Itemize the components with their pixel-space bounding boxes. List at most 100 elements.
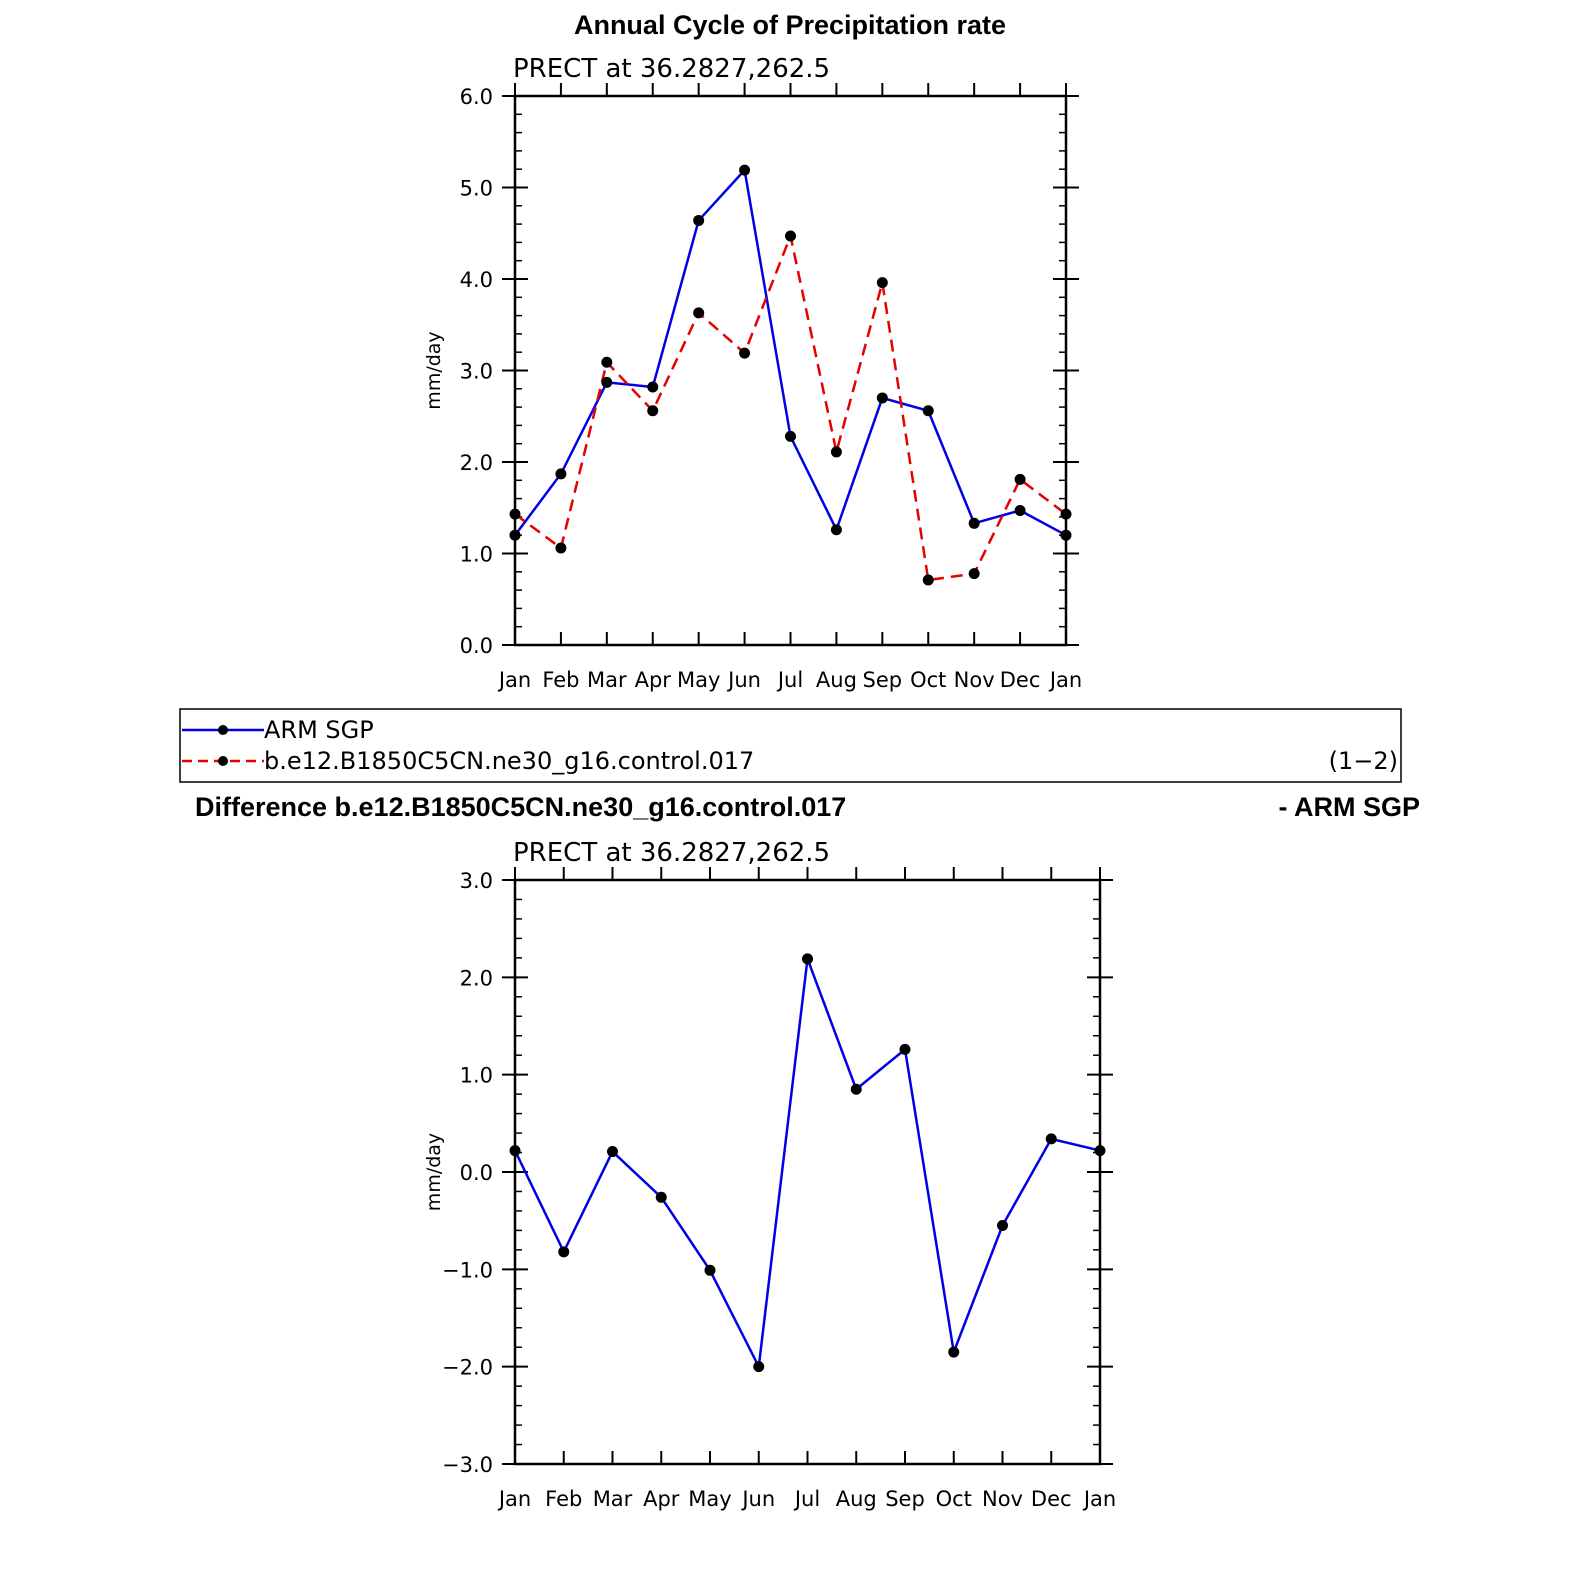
series-1-point (785, 230, 796, 242)
series-0-point (555, 468, 567, 480)
x-tick-label: May (677, 668, 720, 692)
series-0-point (655, 1191, 667, 1203)
x-tick-label: Mar (587, 668, 627, 692)
series-0-point (601, 376, 613, 388)
series-1-point (922, 574, 934, 586)
series-1-point (693, 307, 705, 319)
x-tick-label: Jun (726, 668, 761, 692)
y-tick-label: 1.0 (460, 543, 493, 567)
series-0-point (704, 1264, 716, 1276)
series-0-point (558, 1246, 570, 1258)
x-tick-label: Nov (982, 1487, 1023, 1511)
series-0-point (1045, 1133, 1057, 1145)
series-1-point (739, 347, 751, 359)
series-1-point (1060, 508, 1072, 520)
series-0-point (899, 1043, 911, 1055)
y-tick-label: 0.0 (460, 1161, 493, 1185)
series-0-point (1060, 529, 1072, 541)
legend-marker-arm (218, 725, 228, 735)
series-line-0 (513, 958, 1101, 1371)
legend-note: (1−2) (1329, 747, 1398, 775)
series-0-point (922, 405, 934, 417)
chart-subtitle: PRECT at 36.2827,262.5 (513, 838, 830, 868)
series-0-point (968, 517, 980, 529)
series-1-point (601, 356, 613, 368)
legend-label-model: b.e12.B1850C5CN.ne30_g16.control.017 (264, 747, 754, 775)
x-tick-label: Jan (1082, 1487, 1116, 1511)
y-axis-label: mm/day (423, 331, 445, 409)
series-0-point (997, 1220, 1008, 1232)
legend-label-arm: ARM SGP (264, 716, 374, 744)
x-tick-label: Sep (885, 1487, 925, 1511)
series-0-point (830, 524, 842, 536)
plot-frame (513, 94, 1068, 647)
x-tick-label: Feb (545, 1487, 582, 1511)
x-tick-label: Aug (816, 668, 857, 692)
x-tick-label: May (688, 1487, 731, 1511)
series-0-point (753, 1361, 765, 1373)
series-1-point (1014, 473, 1026, 485)
series-0-point (739, 164, 751, 176)
y-tick-label: 1.0 (460, 1064, 493, 1088)
difference-title: Difference b.e12.B1850C5CN.ne30_g16.cont… (195, 792, 846, 822)
x-tick-label: Dec (1000, 668, 1041, 692)
x-tick-label: Jun (740, 1487, 775, 1511)
y-tick-label: 5.0 (460, 177, 493, 201)
series-0-point (850, 1083, 862, 1095)
series-1-point (876, 277, 888, 289)
series-1-point (509, 508, 521, 520)
y-tick-label: −3.0 (442, 1453, 493, 1477)
y-tick-label: 2.0 (460, 451, 493, 475)
series-line-0 (513, 167, 1067, 537)
series-1-point (830, 446, 842, 458)
series-0-point (802, 953, 813, 965)
main-title: Annual Cycle of Precipitation rate (574, 10, 1006, 40)
x-tick-label: Mar (593, 1487, 633, 1511)
series-1-point (555, 542, 567, 554)
difference-title-suffix: - ARM SGP (1279, 792, 1421, 822)
top-chart: PRECT at 36.2827,262.5 0.0 1.0 2.0 3.0 4.0 5.0… (423, 54, 1082, 692)
series-0-point (876, 392, 888, 404)
y-axis-label: mm/day (423, 1133, 445, 1211)
series-0-point (509, 1145, 521, 1157)
x-tick-label: Sep (863, 668, 903, 692)
y-tick-label: 6.0 (460, 85, 493, 109)
legend-marker-model (218, 756, 228, 766)
x-tick-label: Jan (497, 668, 531, 692)
series-1-point (968, 568, 980, 580)
series-line-1 (514, 231, 1067, 582)
y-tick-label: −2.0 (442, 1356, 493, 1380)
x-tick-label: Jul (793, 1487, 820, 1511)
y-tick-label: 4.0 (460, 268, 493, 292)
x-tick-label: Apr (635, 668, 672, 692)
x-tick-label: Feb (542, 668, 579, 692)
x-tick-label: Dec (1031, 1487, 1072, 1511)
legend-box (179, 708, 1402, 783)
series-0-point (785, 430, 796, 442)
y-tick-label: 3.0 (460, 869, 493, 893)
series-0-point (948, 1346, 960, 1358)
series-0-point (607, 1146, 618, 1158)
series-0-point (693, 214, 705, 226)
series-0-point (509, 529, 521, 541)
y-tick-label: 0.0 (460, 634, 493, 658)
x-tick-label: Nov (954, 668, 995, 692)
y-tick-label: −1.0 (442, 1258, 493, 1282)
legend: ARM SGP b.e12.B1850C5CN.ne30_g16.control… (179, 708, 1402, 783)
x-tick-label: Oct (910, 668, 946, 692)
difference-chart: PRECT at 36.2827,262.5 −3.0 −2.0 −1.0 0.0 1.0… (423, 838, 1116, 1511)
series-1-point (647, 405, 659, 417)
series-0-point (1094, 1145, 1106, 1157)
x-tick-label: Apr (643, 1487, 680, 1511)
series-0-point (1014, 504, 1026, 516)
y-tick-label: 2.0 (460, 966, 493, 990)
x-tick-label: Jan (1048, 668, 1082, 692)
y-tick-label: 3.0 (460, 360, 493, 384)
x-tick-label: Oct (936, 1487, 972, 1511)
x-tick-label: Jul (776, 668, 803, 692)
series-0-point (647, 381, 659, 393)
x-tick-label: Aug (836, 1487, 877, 1511)
chart-subtitle: PRECT at 36.2827,262.5 (513, 54, 830, 84)
x-tick-label: Jan (497, 1487, 531, 1511)
